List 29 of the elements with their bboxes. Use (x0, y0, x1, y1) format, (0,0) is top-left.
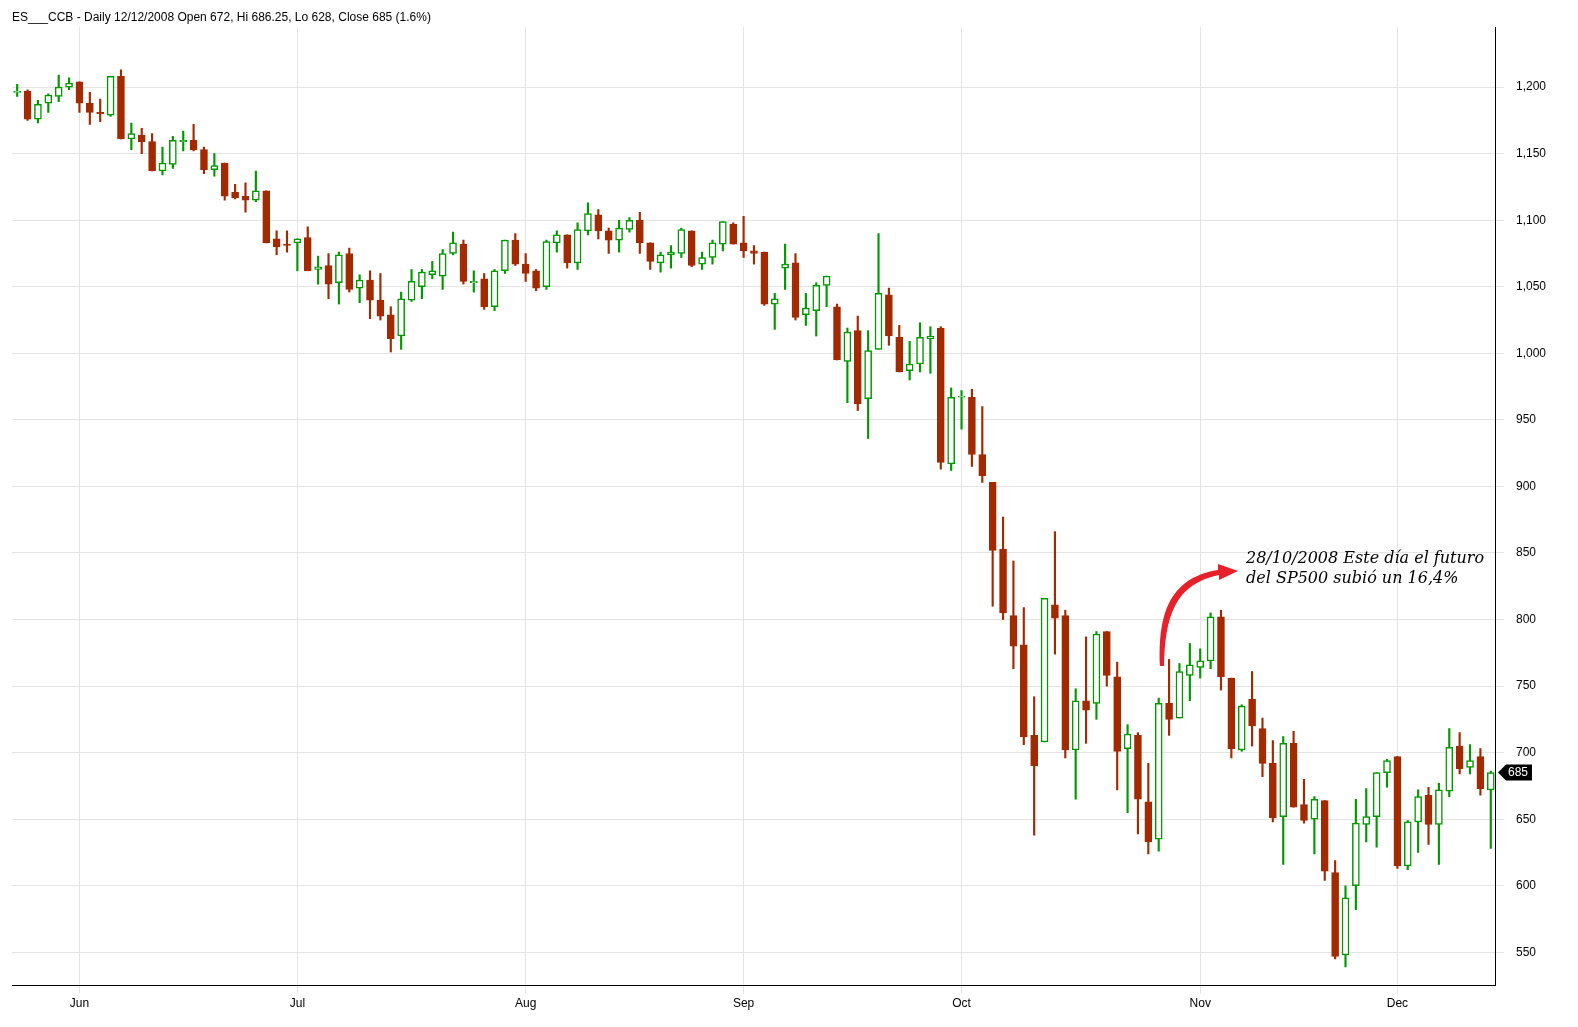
y-tick-label: 950 (1515, 412, 1537, 427)
x-tick-label: Nov (1189, 996, 1211, 1011)
y-tick-label: 1,100 (1515, 212, 1547, 227)
annotation: 28/10/2008 Este día el futuro del SP500 subió un 16,4% (1246, 548, 1486, 588)
y-tick-label: 700 (1515, 744, 1537, 759)
x-tick-label: Dec (1386, 996, 1409, 1011)
text: 685 (1507, 764, 1529, 779)
x-tick-label: Oct (952, 996, 972, 1011)
y-tick-label: 800 (1515, 611, 1537, 626)
x-tick-label: Jul (289, 996, 306, 1011)
y-tick-label: 650 (1515, 811, 1537, 826)
y-tick-label: 600 (1515, 878, 1537, 893)
candlestick (158, 146, 167, 176)
y-tick-label: 1,200 (1515, 79, 1547, 94)
chart-title: ES___CCB - Daily 12/12/2008 Open 672, Hi 686.25, Lo 628, Close 685 (1.6%) (12, 10, 431, 25)
candlestick (1123, 724, 1132, 813)
y-tick-label: 850 (1515, 545, 1537, 560)
y-tick-label: 750 (1515, 678, 1537, 693)
candlestick (1009, 560, 1018, 670)
candlestick (241, 182, 250, 213)
candlestick (957, 390, 966, 430)
y-tick-label: 550 (1515, 944, 1537, 959)
x-tick-label: Jun (69, 996, 90, 1011)
x-tick-label: Sep (732, 996, 755, 1011)
y-tick-label: 1,000 (1515, 345, 1547, 360)
y-tick-label: 900 (1515, 478, 1537, 493)
y-tick-label: 1,050 (1515, 279, 1547, 294)
x-tick-label: Aug (515, 996, 537, 1011)
y-tick-label: 1,150 (1515, 145, 1547, 160)
